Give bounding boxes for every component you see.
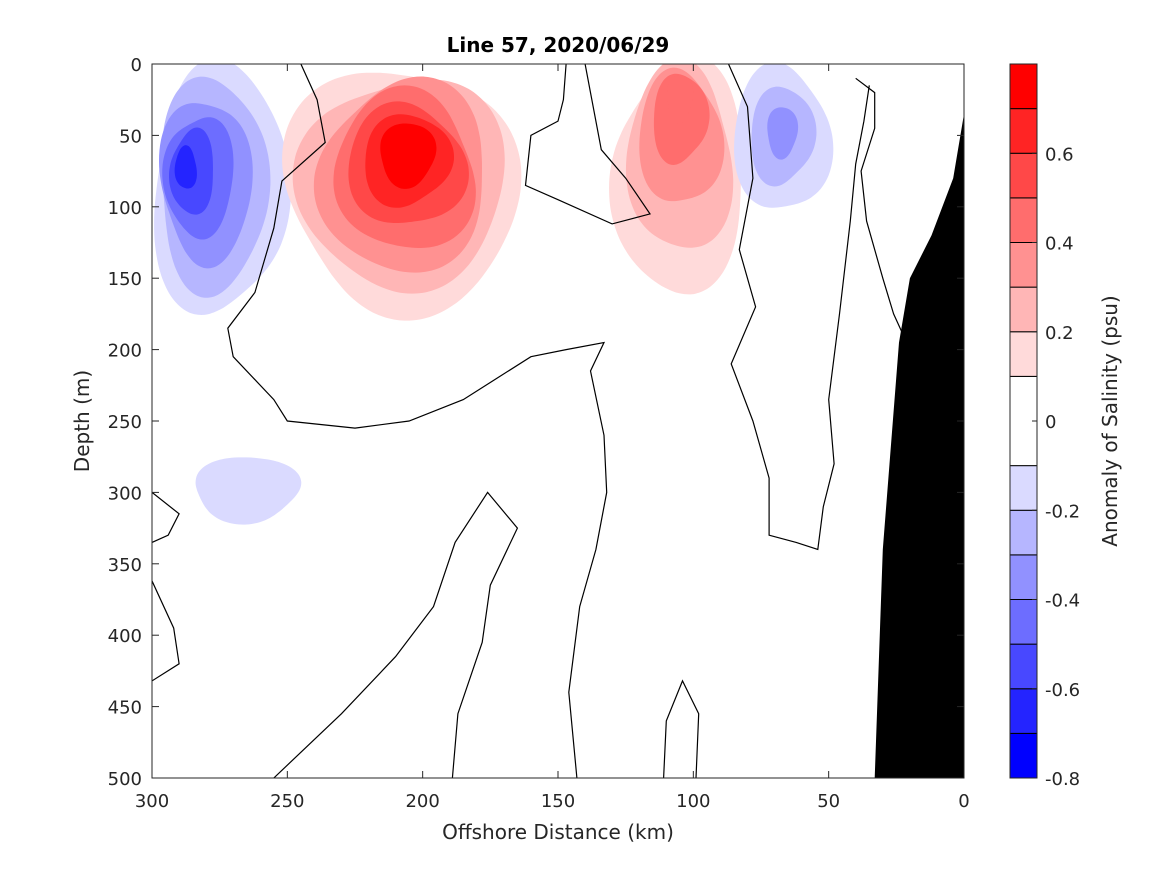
colorbar-bin bbox=[1009, 152, 1038, 199]
y-tick-label: 100 bbox=[108, 198, 142, 219]
colorbar-tick-label: -0.4 bbox=[1045, 591, 1080, 612]
colorbar-bin bbox=[1009, 197, 1038, 243]
y-tick-label: 200 bbox=[108, 341, 142, 362]
x-tick-label: 0 bbox=[958, 791, 969, 812]
zero-contour-line bbox=[727, 64, 870, 551]
colorbar-bin bbox=[1009, 465, 1038, 511]
colorbar-tick-label: 0.2 bbox=[1045, 323, 1074, 344]
x-axis: 300 250 200 150 100 50 0 bbox=[135, 64, 970, 812]
colorbar-bin bbox=[1009, 643, 1038, 690]
anomaly-fills bbox=[154, 64, 834, 525]
zero-contour-line bbox=[855, 77, 911, 350]
y-tick-label: 50 bbox=[119, 126, 142, 147]
y-tick-label: 250 bbox=[108, 412, 142, 433]
plot-area bbox=[152, 64, 964, 778]
zero-contour-line bbox=[227, 64, 608, 778]
colorbar-label: Anomaly of Salinity (psu) bbox=[1098, 295, 1122, 546]
colorbar-bin bbox=[1009, 331, 1038, 377]
x-tick-label: 250 bbox=[270, 791, 304, 812]
colorbar-tick-label: 0.6 bbox=[1045, 144, 1074, 165]
anomaly-level-fill bbox=[393, 133, 423, 166]
y-tick-label: 350 bbox=[108, 555, 142, 576]
colorbar-tick-label: -0.6 bbox=[1045, 680, 1080, 701]
colorbar-bin bbox=[1009, 242, 1038, 288]
x-axis-label: Offshore Distance (km) bbox=[442, 820, 674, 844]
zero-contour-line bbox=[152, 580, 180, 682]
colorbar-tick-label: 0.4 bbox=[1045, 234, 1074, 255]
zero-contour-line bbox=[663, 679, 700, 778]
zero-contour-line bbox=[524, 64, 651, 225]
y-axis: 0 50 100 150 200 250 300 350 400 450 500 bbox=[108, 55, 964, 790]
colorbar: -0.8 -0.6 -0.4 -0.2 0 0.2 0.4 0.6 bbox=[1009, 63, 1080, 790]
x-tick-label: 200 bbox=[405, 791, 439, 812]
anomaly-level-fill bbox=[195, 457, 302, 525]
colorbar-tick-label: -0.8 bbox=[1045, 769, 1080, 790]
colorbar-bin bbox=[1009, 63, 1038, 110]
colorbar-tick-label: 0 bbox=[1045, 412, 1056, 433]
zero-contour-line bbox=[152, 491, 180, 543]
y-tick-label: 400 bbox=[108, 626, 142, 647]
y-tick-label: 300 bbox=[108, 483, 142, 504]
x-tick-label: 100 bbox=[676, 791, 710, 812]
y-tick-label: 0 bbox=[131, 55, 142, 76]
colorbar-tick-label: -0.2 bbox=[1045, 501, 1080, 522]
colorbar-bin bbox=[1009, 732, 1038, 779]
y-axis-label: Depth (m) bbox=[70, 370, 94, 472]
bathymetry-land bbox=[874, 114, 964, 778]
x-tick-label: 50 bbox=[817, 791, 840, 812]
colorbar-bin bbox=[1009, 509, 1038, 556]
y-tick-label: 150 bbox=[108, 269, 142, 290]
anomaly-level-fill bbox=[767, 107, 799, 160]
colorbar-bin bbox=[1009, 599, 1038, 645]
colorbar-bin bbox=[1009, 688, 1038, 734]
colorbar-bin bbox=[1009, 286, 1038, 333]
x-tick-label: 300 bbox=[135, 791, 169, 812]
anomaly-level-fill bbox=[174, 145, 197, 189]
y-tick-label: 450 bbox=[108, 698, 142, 719]
zero-contour-line bbox=[273, 491, 519, 778]
y-tick-label: 500 bbox=[108, 769, 142, 790]
zero-contours bbox=[152, 64, 911, 778]
anomaly-level-fill bbox=[667, 75, 694, 124]
colorbar-bin bbox=[1009, 108, 1038, 154]
x-tick-label: 150 bbox=[541, 791, 575, 812]
colorbar-bin bbox=[1009, 554, 1038, 600]
chart-title: Line 57, 2020/06/29 bbox=[447, 33, 670, 57]
